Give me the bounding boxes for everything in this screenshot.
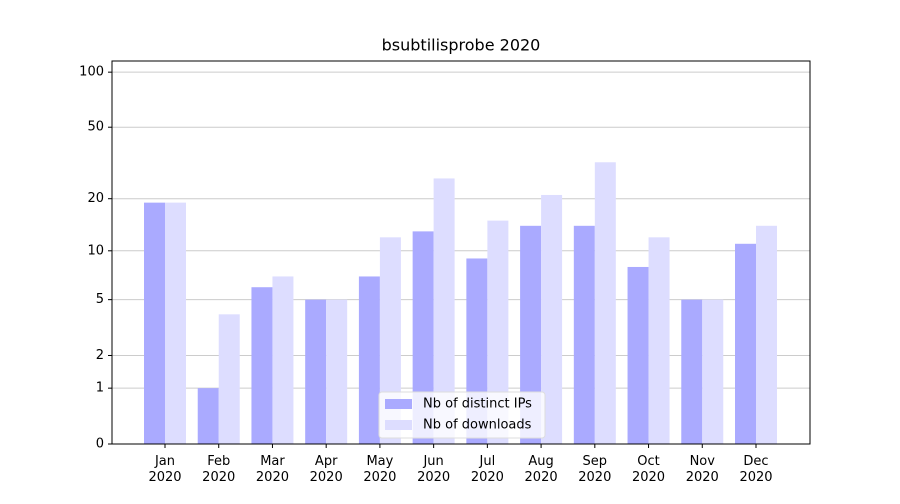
y-tick-label: 100 [79,65,104,80]
bar [433,178,455,444]
bar [144,202,165,444]
x-tick-label: Sep 2020 [578,454,611,485]
x-tick-label: Jul 2020 [471,454,504,485]
bar [251,287,273,444]
x-tick-label: Apr 2020 [310,454,343,485]
x-tick-label: Nov 2020 [686,454,719,485]
y-tick-label: 10 [87,243,104,258]
legend-label: Nb of downloads [423,418,532,433]
y-tick-label: 2 [96,348,104,363]
y-tick-label: 1 [96,381,104,396]
y-tick-label: 20 [87,191,104,206]
legend: Nb of distinct IPs Nb of downloads [378,391,546,439]
x-tick-label: Oct 2020 [632,454,665,485]
bar [197,388,219,444]
x-tick-label: Jan 2020 [148,454,181,485]
bar [735,243,756,444]
bar [573,225,595,444]
legend-swatch [385,399,412,409]
bar [627,266,649,444]
bar [594,162,616,444]
x-tick-label: Feb 2020 [202,454,235,485]
bar [681,299,703,444]
x-tick-label: Aug 2020 [525,454,558,485]
legend-swatch [385,420,412,430]
bar [165,202,186,444]
x-tick-label: Mar 2020 [256,454,289,485]
bar [541,194,563,444]
y-tick-label: 0 [96,437,104,452]
bar [358,276,380,444]
bar [305,299,327,444]
legend-box [378,391,546,439]
x-tick-label: May 2020 [363,454,396,485]
bar [272,276,294,444]
bar [412,231,434,444]
x-tick-label: Jun 2020 [417,454,450,485]
bar [218,314,240,444]
plot-frame [111,60,811,445]
y-tick-label: 5 [96,292,104,307]
bar [520,225,542,444]
chart-title: bsubtilisprobe 2020 [382,36,541,55]
y-tick-label: 50 [87,120,104,135]
bar [326,299,348,444]
bar [487,220,509,444]
x-tick-label: Dec 2020 [739,454,772,485]
bar [702,299,724,444]
legend-label: Nb of distinct IPs [423,397,532,412]
bar [756,225,777,444]
bar [648,237,670,444]
